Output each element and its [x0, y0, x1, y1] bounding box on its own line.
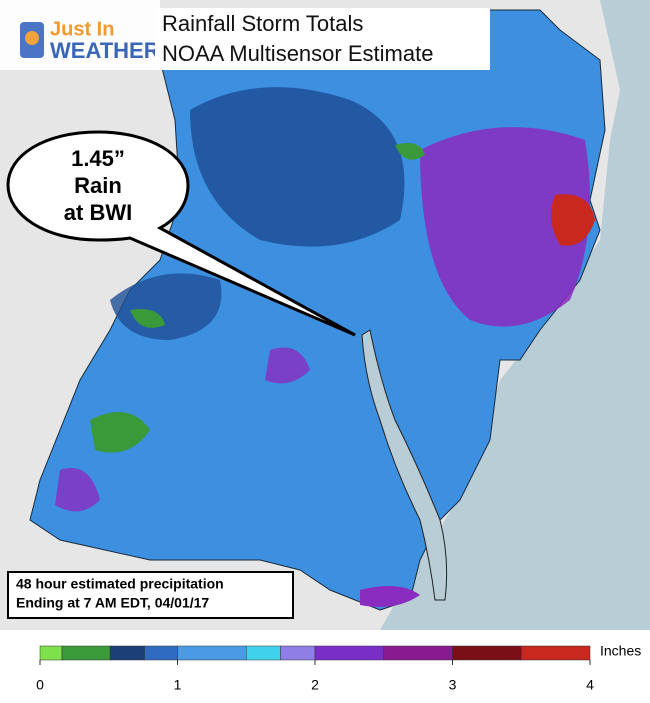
legend: 0 1 2 3 4 Inches [36, 643, 641, 693]
legend-tick-label: 2 [311, 677, 319, 693]
legend-segment [521, 645, 591, 661]
legend-segment [177, 645, 247, 661]
legend-segment [246, 645, 281, 661]
legend-tick-label: 1 [174, 677, 182, 693]
legend-tick-label: 4 [586, 677, 594, 693]
legend-segment [109, 645, 145, 661]
info-line: Ending at 7 AM EDT, 04/01/17 [16, 595, 209, 611]
legend-tick-label: 3 [449, 677, 457, 693]
legend-tick-label: 0 [36, 677, 44, 693]
legend-segment [144, 645, 178, 661]
green-area [395, 142, 425, 160]
callout-line: at BWI [64, 200, 132, 225]
legend-segment [314, 645, 384, 661]
purple-area [55, 468, 100, 512]
dark-blue-area [190, 87, 405, 247]
legend-segment [39, 645, 63, 661]
legend-segment [383, 645, 453, 661]
chesapeake-bay [361, 329, 448, 601]
legend-segment [452, 645, 522, 661]
ocean [380, 0, 650, 630]
callout-line: Rain [74, 173, 122, 198]
legend-unit: Inches [600, 643, 641, 659]
legend-segment [61, 645, 111, 661]
title: Rainfall Storm Totals [162, 11, 363, 36]
logo-sun [25, 31, 39, 45]
red-area [551, 194, 595, 246]
green-area [130, 309, 165, 328]
callout-line: 1.45” [71, 146, 125, 171]
legend-segment [280, 645, 316, 661]
purple-area [360, 586, 420, 608]
info-line: 48 hour estimated precipitation [16, 576, 224, 592]
logo-line2: WEATHER [50, 38, 160, 63]
dark-blue-area [110, 273, 222, 340]
purple-area [420, 127, 590, 327]
green-area [90, 412, 150, 453]
callout-bubble [6, 130, 356, 337]
subtitle: NOAA Multisensor Estimate [162, 41, 433, 66]
info-text: 48 hour estimated precipitation Ending at… [16, 576, 224, 611]
info-box [7, 571, 294, 619]
logo-line1: Just In [50, 18, 114, 40]
title-box [155, 8, 490, 70]
purple-area [265, 347, 310, 384]
